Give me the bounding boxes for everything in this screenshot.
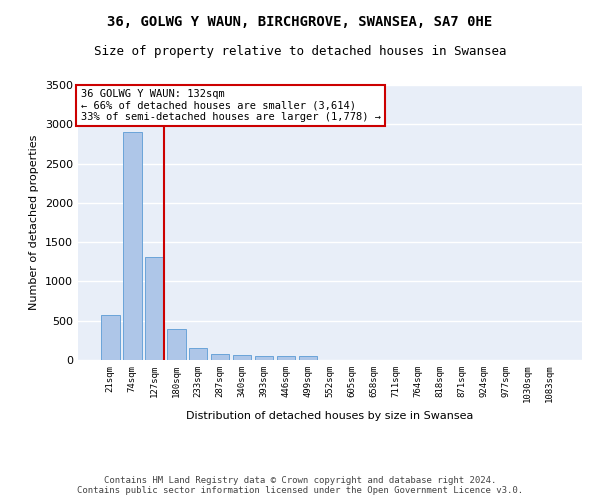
Bar — [167, 328, 185, 360]
Bar — [255, 356, 274, 360]
Bar — [211, 354, 229, 360]
Bar — [299, 356, 317, 360]
Bar — [189, 348, 208, 360]
Text: 36, GOLWG Y WAUN, BIRCHGROVE, SWANSEA, SA7 0HE: 36, GOLWG Y WAUN, BIRCHGROVE, SWANSEA, S… — [107, 15, 493, 29]
Y-axis label: Number of detached properties: Number of detached properties — [29, 135, 40, 310]
Text: Size of property relative to detached houses in Swansea: Size of property relative to detached ho… — [94, 45, 506, 58]
Bar — [101, 315, 119, 360]
Text: Contains HM Land Registry data © Crown copyright and database right 2024.
Contai: Contains HM Land Registry data © Crown c… — [77, 476, 523, 495]
Bar — [123, 132, 142, 360]
Bar — [233, 356, 251, 360]
Bar — [145, 257, 164, 360]
X-axis label: Distribution of detached houses by size in Swansea: Distribution of detached houses by size … — [187, 411, 473, 421]
Bar — [277, 356, 295, 360]
Text: 36 GOLWG Y WAUN: 132sqm
← 66% of detached houses are smaller (3,614)
33% of semi: 36 GOLWG Y WAUN: 132sqm ← 66% of detache… — [80, 89, 380, 122]
